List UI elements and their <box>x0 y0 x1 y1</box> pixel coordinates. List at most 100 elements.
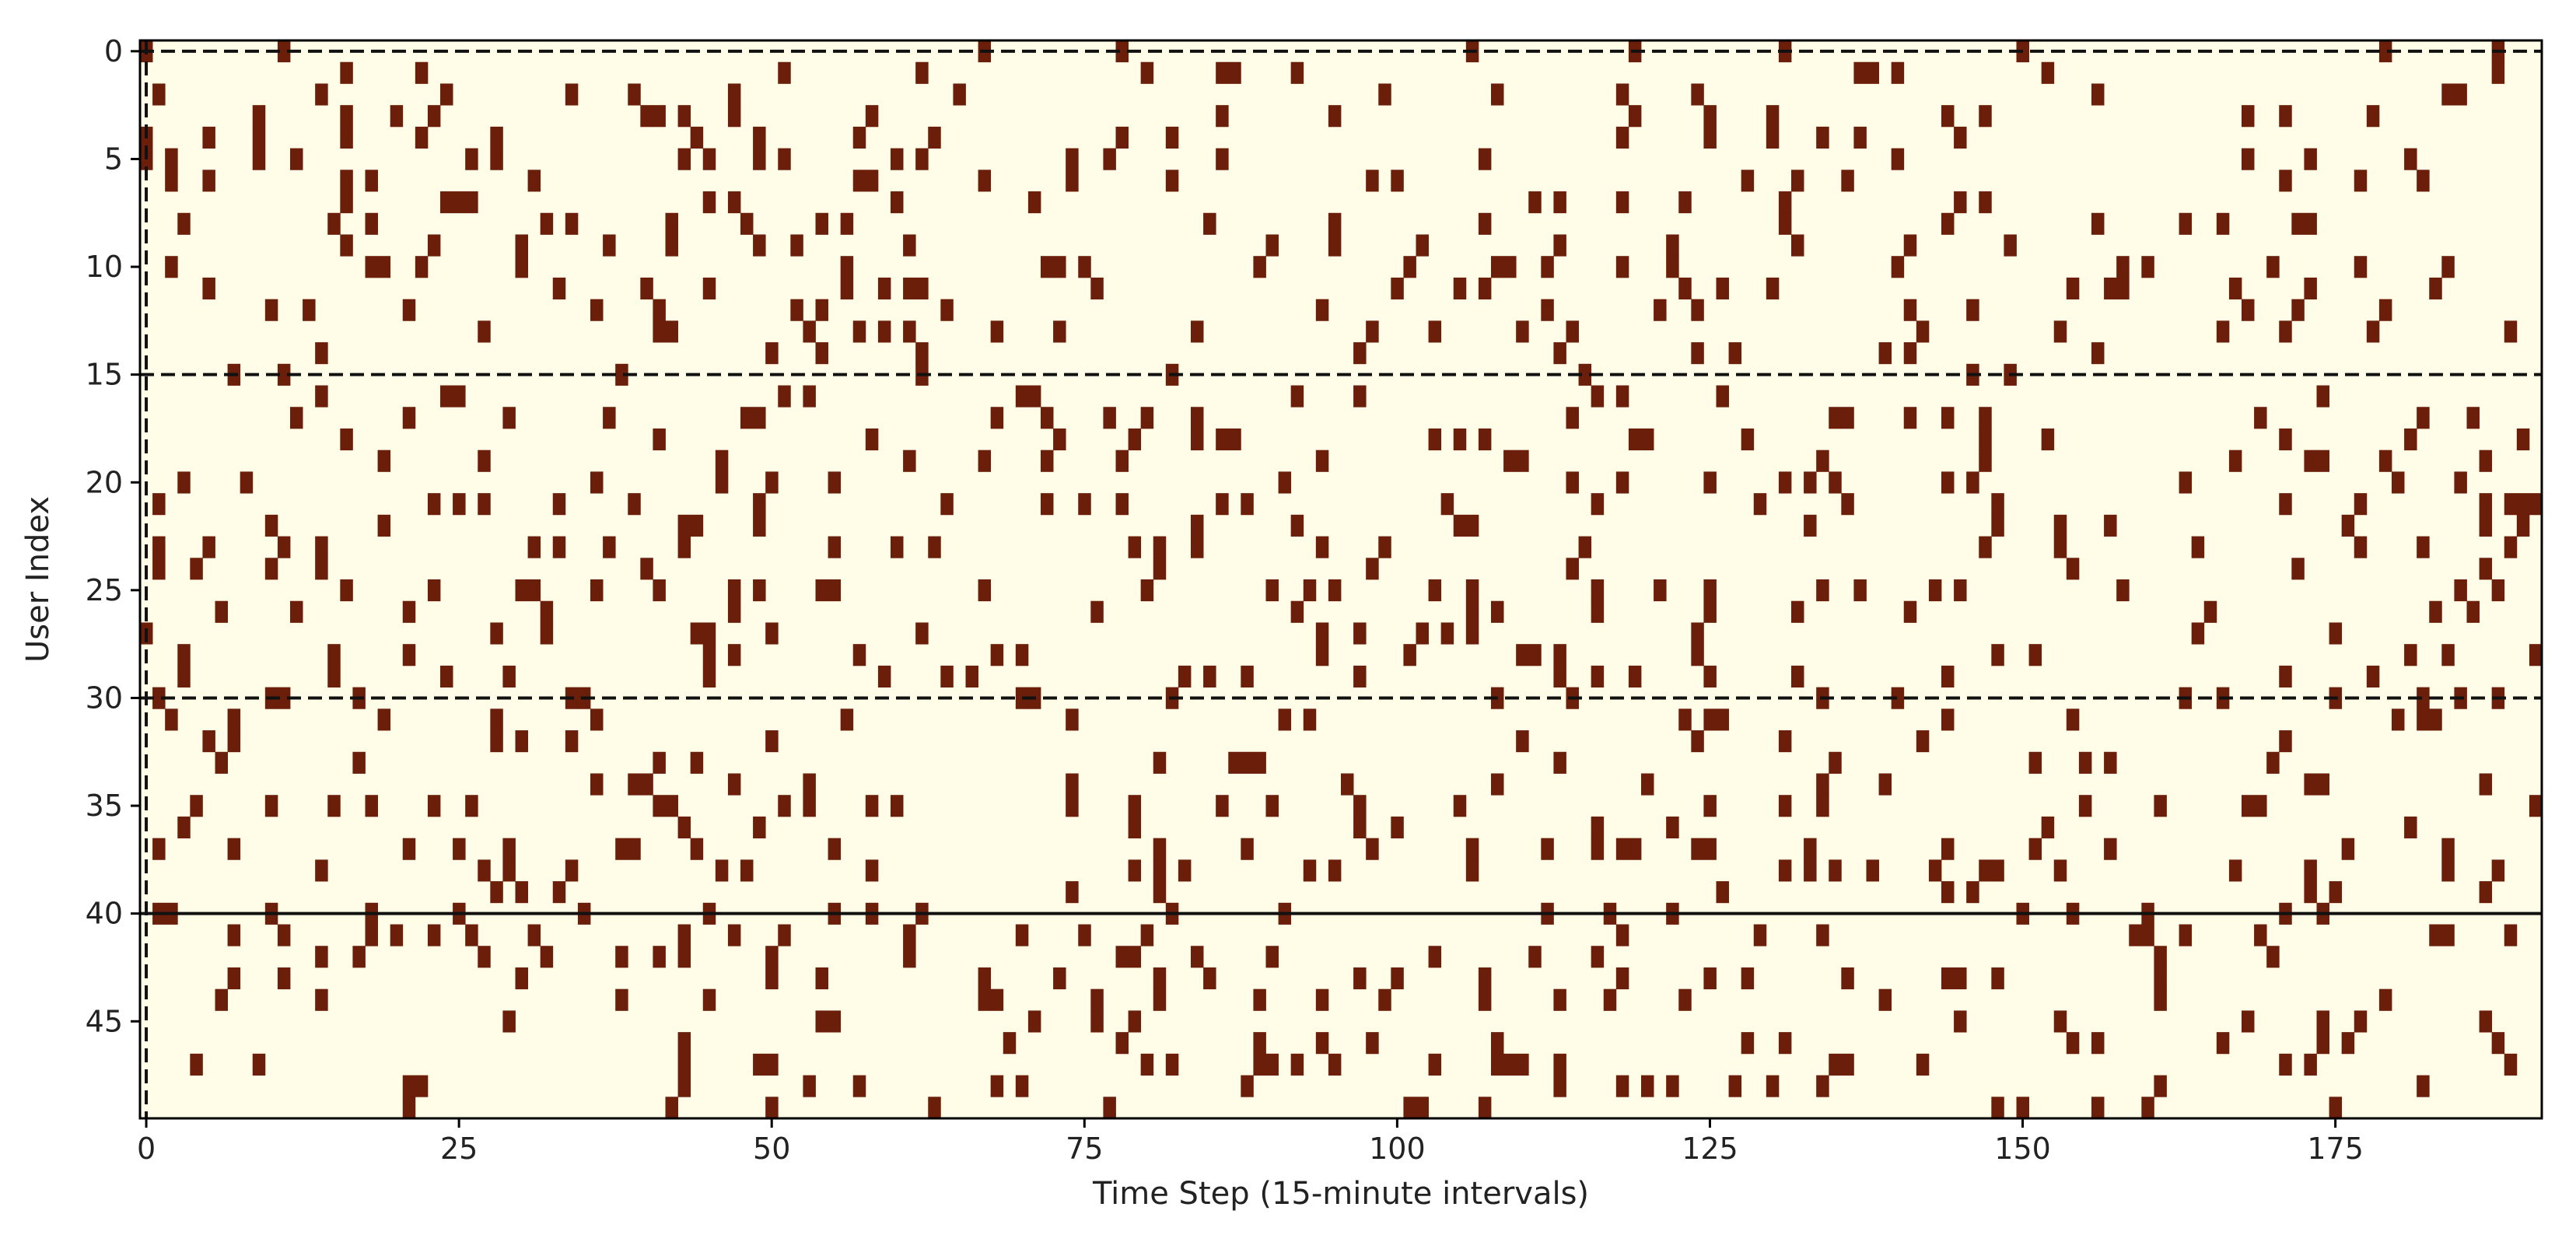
heatmap-cell-active <box>1465 859 1479 882</box>
heatmap-cell-active <box>1841 1053 1854 1076</box>
heatmap-cell-active <box>365 170 378 192</box>
heatmap-cell-active <box>1841 493 1854 516</box>
heatmap-cell-active <box>1003 1032 1017 1055</box>
heatmap-cell-active <box>828 838 842 860</box>
heatmap-cell-active <box>653 946 666 968</box>
heatmap-cell-active <box>552 881 566 904</box>
heatmap-cell-active <box>2366 105 2380 128</box>
heatmap-cell-active <box>1253 1032 1266 1055</box>
heatmap-cell-active <box>2116 256 2130 278</box>
heatmap-cell-active <box>1191 536 1204 558</box>
heatmap-cell-active <box>1666 1075 1679 1097</box>
heatmap-cell-active <box>953 83 966 106</box>
heatmap-cell-active <box>1391 277 1404 300</box>
heatmap-cell-active <box>1465 579 1479 602</box>
heatmap-cell-active <box>1478 428 1492 451</box>
heatmap-cell-active <box>453 838 466 860</box>
heatmap-cells <box>140 40 2543 1119</box>
heatmap-cell-active <box>1303 708 1317 731</box>
heatmap-cell-active <box>665 320 678 343</box>
heatmap-cell-active <box>165 148 178 170</box>
heatmap-cell-active <box>2041 428 2055 451</box>
heatmap-cell-active <box>2304 859 2317 882</box>
heatmap-cell-active <box>1353 665 1367 687</box>
heatmap-cell-active <box>427 795 441 817</box>
heatmap-cell-active <box>1216 428 1229 451</box>
heatmap-cell-active <box>2341 1032 2355 1055</box>
heatmap-cell-active <box>1991 514 2004 537</box>
heatmap-cell-active <box>152 687 166 709</box>
heatmap-cell-active <box>1241 838 1254 860</box>
heatmap-cell-active <box>2441 83 2455 106</box>
heatmap-cell-active <box>2479 773 2493 796</box>
heatmap-cell-active <box>891 191 904 214</box>
heatmap-cell-active <box>1778 795 1792 817</box>
heatmap-cell-active <box>1428 428 1442 451</box>
heatmap-cell-active <box>1366 558 1379 580</box>
heatmap-cell-active <box>590 708 604 731</box>
heatmap-cell-active <box>628 773 641 796</box>
heatmap-cell-active <box>1816 1075 1829 1097</box>
heatmap-cell-active <box>903 450 916 472</box>
heatmap-cell-active <box>1465 514 1479 537</box>
heatmap-cell-active <box>590 579 604 602</box>
heatmap-cell-active <box>2392 471 2405 494</box>
heatmap-cell-active <box>1290 514 1304 537</box>
heatmap-cell-active <box>1615 967 1629 990</box>
heatmap-cell-active <box>727 579 741 602</box>
heatmap-cell-active <box>1979 191 1992 214</box>
heatmap-cell-active <box>1541 256 1554 278</box>
heatmap-cell-active <box>2316 385 2329 408</box>
heatmap-cell-active <box>1541 838 1554 860</box>
heatmap-cell-active <box>978 988 992 1011</box>
heatmap-cell-active <box>340 191 353 214</box>
heatmap-cell-active <box>1691 644 1704 666</box>
heatmap-cell-active <box>2504 320 2518 343</box>
heatmap-cell-active <box>903 320 916 343</box>
heatmap-cell-active <box>2304 773 2317 796</box>
heatmap-cell-active <box>1804 471 1817 494</box>
heatmap-cell-active <box>2242 105 2255 128</box>
heatmap-cell-active <box>1015 924 1029 946</box>
heatmap-cell-active <box>865 795 879 817</box>
heatmap-cell-active <box>1641 1075 1654 1097</box>
heatmap-cell-active <box>390 924 404 946</box>
heatmap-cell-active <box>727 773 741 796</box>
heatmap-cell-active <box>290 148 303 170</box>
heatmap-cell-active <box>852 1075 866 1097</box>
heatmap-cell-active <box>1979 536 1992 558</box>
heatmap-cell-active <box>1465 838 1479 860</box>
heatmap-cell-active <box>1641 428 1654 451</box>
heatmap-cell-active <box>903 946 916 968</box>
heatmap-cell-active <box>1241 665 1254 687</box>
heatmap-cell-active <box>1241 493 1254 516</box>
heatmap-cell-active <box>1378 83 1391 106</box>
heatmap-cell-active <box>1503 1053 1517 1076</box>
heatmap-cell-active <box>340 234 353 257</box>
heatmap-cell-active <box>415 126 429 149</box>
heatmap-cell-active <box>1979 859 1992 882</box>
heatmap-cell-active <box>702 988 716 1011</box>
heatmap-cell-active <box>1778 212 1792 235</box>
heatmap-cell-active <box>1954 191 1967 214</box>
heatmap-cell-active <box>1941 881 1955 904</box>
heatmap-cell-active <box>1866 61 1879 84</box>
heatmap-cell-active <box>1954 579 1967 602</box>
heatmap-cell-active <box>753 148 766 170</box>
heatmap-cell-active <box>1516 730 1529 753</box>
heatmap-cell-active <box>891 795 904 817</box>
heatmap-cell-active <box>1153 838 1167 860</box>
heatmap-cell-active <box>1703 600 1717 623</box>
x-tick-label: 100 <box>1369 1132 1426 1166</box>
heatmap-cell-active <box>1090 277 1104 300</box>
heatmap-cell-active <box>1878 988 1892 1011</box>
heatmap-cell-active <box>440 665 453 687</box>
heatmap-cell-active <box>2091 342 2105 365</box>
heatmap-cell-active <box>1641 773 1654 796</box>
heatmap-cell-active <box>1654 299 1667 321</box>
heatmap-cell-active <box>1478 988 1492 1011</box>
heatmap-cell-active <box>2041 816 2055 839</box>
heatmap-cell-active <box>653 320 666 343</box>
heatmap-cell-active <box>677 536 691 558</box>
heatmap-cell-active <box>502 1010 516 1033</box>
